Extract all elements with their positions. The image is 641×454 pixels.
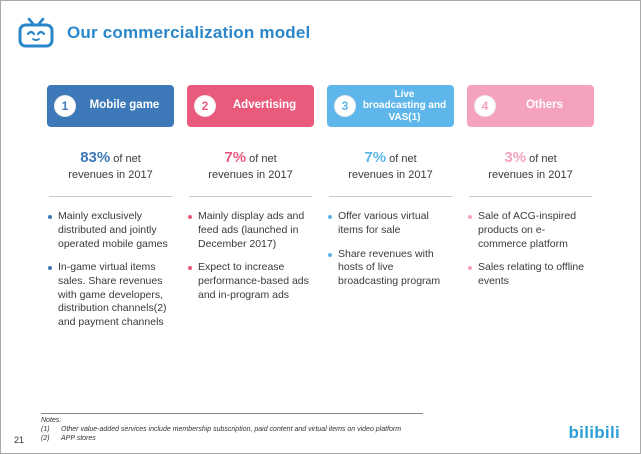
number-badge: 3 (334, 95, 356, 117)
number-badge: 2 (194, 95, 216, 117)
bullet-item: Sale of ACG-inspired products on e-comme… (467, 210, 594, 251)
footnotes-heading: Notes: (41, 416, 62, 424)
revenue-text-line1: of net (249, 153, 277, 165)
footnote-number: (1) (41, 425, 50, 433)
column-header: 4 Others (467, 85, 594, 127)
column-others: 4 Others 3% of net revenues in 2017 Sale… (467, 85, 594, 340)
bullet-item: Share revenues with hosts of live broadc… (327, 248, 454, 289)
revenue-percent: 7% (364, 149, 387, 166)
footnote-number: (2) (41, 434, 50, 442)
page-number: 21 (14, 435, 25, 445)
slide-header: Our commercialization model (1, 1, 640, 49)
column-label: Live broadcasting and VAS(1) (362, 88, 447, 123)
column-label: Others (525, 99, 564, 112)
footnote-text: Other value-added services include membe… (61, 425, 402, 433)
column-live-broadcasting: 3 Live broadcasting and VAS(1) 7% of net… (327, 85, 454, 340)
divider (329, 196, 452, 198)
revenue-share: 83% of net revenues in 2017 (47, 147, 174, 183)
number-badge: 4 (474, 95, 496, 117)
revenue-text-line2: revenues in 2017 (488, 169, 573, 181)
column-label: Advertising (232, 99, 297, 112)
column-advertising: 2 Advertising 7% of net revenues in 2017… (187, 85, 314, 340)
column-header: 3 Live broadcasting and VAS(1) (327, 85, 454, 127)
revenue-percent: 3% (504, 149, 527, 166)
revenue-text-line2: revenues in 2017 (68, 169, 153, 181)
bullet-item: Mainly exclusively distributed and joint… (47, 210, 174, 251)
model-columns: 1 Mobile game 83% of net revenues in 201… (47, 85, 594, 340)
number-badge: 1 (54, 95, 76, 117)
column-label: Mobile game (89, 99, 160, 112)
footnote: (2) APP stores (41, 434, 423, 443)
bullet-item: Offer various virtual items for sale (327, 210, 454, 237)
bullet-list: Mainly exclusively distributed and joint… (47, 210, 174, 339)
revenue-share: 7% of net revenues in 2017 (187, 147, 314, 183)
column-header: 1 Mobile game (47, 85, 174, 127)
bullet-item: In-game virtual items sales. Share reven… (47, 261, 174, 329)
column-header: 2 Advertising (187, 85, 314, 127)
revenue-text-line1: of net (529, 153, 557, 165)
revenue-text-line1: of net (389, 153, 417, 165)
footnote: (1) Other value-added services include m… (41, 425, 423, 434)
bullet-item: Sales relating to offline events (467, 261, 594, 288)
bullet-item: Mainly display ads and feed ads (launche… (187, 210, 314, 251)
bullet-list: Offer various virtual items for sale Sha… (327, 210, 454, 298)
bilibili-logo: bilibili (568, 423, 620, 442)
page-title: Our commercialization model (67, 23, 311, 42)
footnotes: Notes: (1) Other value-added services in… (41, 412, 423, 443)
revenue-percent: 7% (224, 149, 247, 166)
footnote-text: APP stores (61, 434, 96, 442)
bullet-list: Sale of ACG-inspired products on e-comme… (467, 210, 594, 298)
divider (49, 196, 172, 198)
revenue-share: 3% of net revenues in 2017 (467, 147, 594, 183)
divider (189, 196, 312, 198)
bullet-item: Expect to increase performance-based ads… (187, 261, 314, 302)
bullet-list: Mainly display ads and feed ads (launche… (187, 210, 314, 312)
revenue-text-line1: of net (113, 153, 141, 165)
divider (469, 196, 592, 198)
revenue-text-line2: revenues in 2017 (348, 169, 433, 181)
revenue-share: 7% of net revenues in 2017 (327, 147, 454, 183)
column-mobile-game: 1 Mobile game 83% of net revenues in 201… (47, 85, 174, 340)
bilibili-tv-icon (18, 17, 54, 48)
revenue-text-line2: revenues in 2017 (208, 169, 293, 181)
revenue-percent: 83% (80, 149, 111, 166)
